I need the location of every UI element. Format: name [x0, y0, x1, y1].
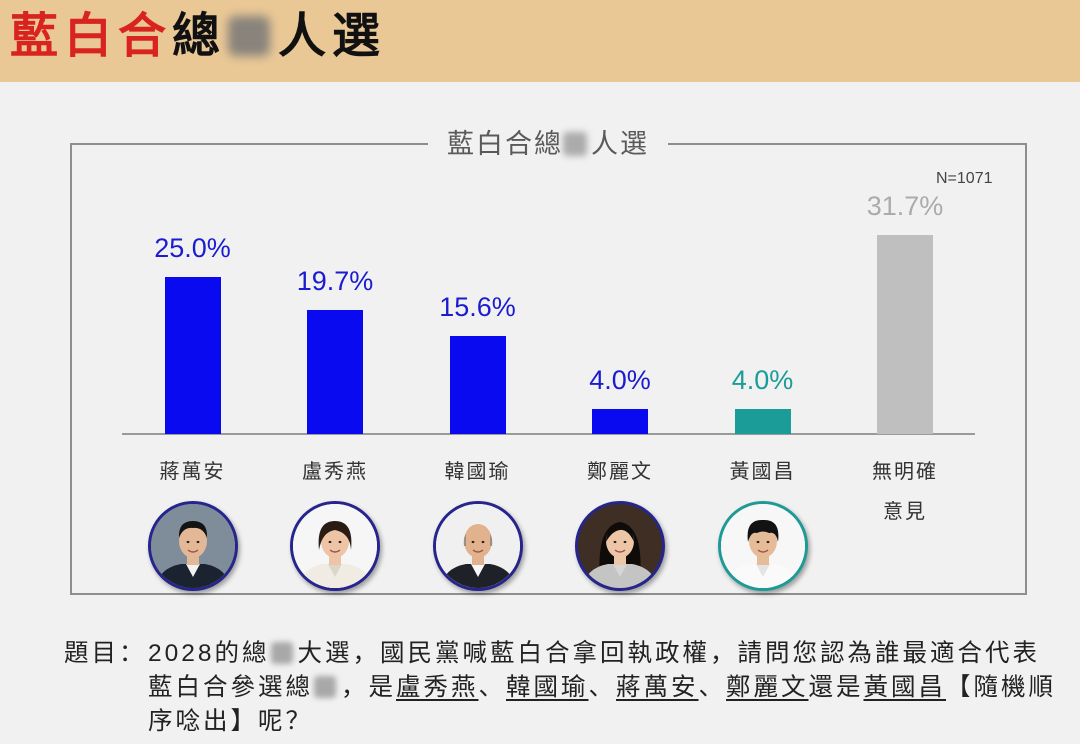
category-label: 無明確 意見	[872, 459, 938, 523]
category-label: 盧秀燕	[302, 459, 368, 483]
question-fragment: 大選，國民黨喊藍白合拿回執政權，請問您認為誰最適合代表	[297, 640, 1041, 667]
portrait-image	[578, 504, 662, 588]
category-label: 鄭麗文	[587, 459, 653, 483]
chart-title: 藍白合總 人選	[428, 126, 668, 164]
page-title-part: 總	[172, 8, 227, 64]
question-label: 題目：	[64, 640, 147, 667]
candidate-name: 鄭麗文	[726, 674, 809, 701]
bar-value-label: 25.0%	[154, 233, 231, 263]
candidate-name: 黃國昌	[863, 674, 946, 701]
blurred-character	[563, 131, 587, 156]
portrait-image	[150, 504, 235, 588]
candidate-name: 盧秀燕	[396, 674, 479, 701]
question-line: 序唸出】呢？	[148, 708, 313, 735]
name-separator: 、	[588, 674, 616, 701]
question-fragment: 藍白合參選總	[148, 674, 313, 701]
question-line: 2028的總 大選，國民黨喊藍白合拿回執政權，請問您認為誰最適合代表	[148, 637, 1040, 671]
portrait-image	[435, 504, 520, 588]
candidate-photo	[147, 501, 238, 591]
question-fragment: 2028的總	[148, 640, 270, 667]
question-fragment: ，是	[341, 674, 396, 701]
category-label: 蔣萬安	[159, 459, 226, 483]
bar	[734, 408, 791, 434]
name-separator: 、	[478, 674, 506, 701]
category-label: 黃國昌	[729, 459, 796, 483]
bar-value-label: 4.0%	[589, 364, 651, 395]
candidate-name: 蔣萬安	[616, 674, 699, 701]
candidate-photo	[575, 501, 665, 591]
candidate-name: 韓國瑜	[506, 674, 589, 701]
page-title-part: 人選	[278, 8, 387, 64]
page-title: 藍白合總 人選	[10, 10, 386, 62]
category-label: 韓國瑜	[444, 459, 511, 483]
page-title-highlight: 藍白合	[10, 8, 173, 64]
bar	[877, 234, 933, 434]
portrait-image	[293, 504, 377, 588]
chart-baseline	[122, 433, 975, 435]
bar	[592, 408, 648, 434]
bar-value-label: 31.7%	[866, 190, 944, 221]
question-fragment: 【隨機順	[946, 674, 1056, 701]
candidate-photo	[432, 501, 523, 591]
question-line: 藍白合參選總 ，是盧秀燕、韓國瑜、蔣萬安、鄭麗文還是黃國昌【隨機順	[148, 671, 1056, 705]
bar	[307, 310, 363, 434]
chart-title-part: 人選	[591, 129, 649, 160]
candidate-photo	[717, 501, 808, 591]
blurred-character	[270, 641, 293, 664]
header-banner: 藍白合總 人選	[0, 0, 1080, 82]
bar-value-label: 15.6%	[439, 292, 516, 323]
name-separator: 、	[698, 674, 726, 701]
bar	[164, 277, 221, 434]
bar	[449, 336, 506, 434]
chart-title-part: 藍白合總	[447, 129, 563, 160]
blurred-character	[314, 675, 336, 698]
portrait-image	[720, 504, 805, 588]
sample-size-note: N=1071	[936, 170, 993, 187]
blurred-character	[228, 16, 271, 56]
bar-value-label: 19.7%	[296, 266, 374, 297]
bar-value-label: 4.0%	[731, 364, 794, 395]
candidate-photo	[290, 501, 380, 591]
question-fragment: 還是	[808, 674, 864, 701]
